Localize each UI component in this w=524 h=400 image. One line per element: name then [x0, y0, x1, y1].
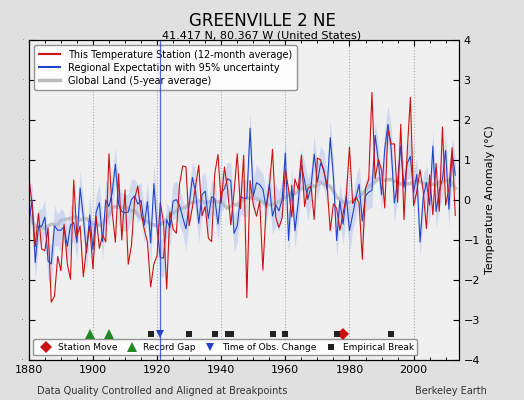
Text: 41.417 N, 80.367 W (United States): 41.417 N, 80.367 W (United States) [162, 30, 362, 40]
Legend: Station Move, Record Gap, Time of Obs. Change, Empirical Break: Station Move, Record Gap, Time of Obs. C… [34, 339, 417, 356]
Text: Berkeley Earth: Berkeley Earth [416, 386, 487, 396]
Text: Data Quality Controlled and Aligned at Breakpoints: Data Quality Controlled and Aligned at B… [37, 386, 287, 396]
Y-axis label: Temperature Anomaly (°C): Temperature Anomaly (°C) [485, 126, 495, 274]
Text: GREENVILLE 2 NE: GREENVILLE 2 NE [189, 12, 335, 30]
